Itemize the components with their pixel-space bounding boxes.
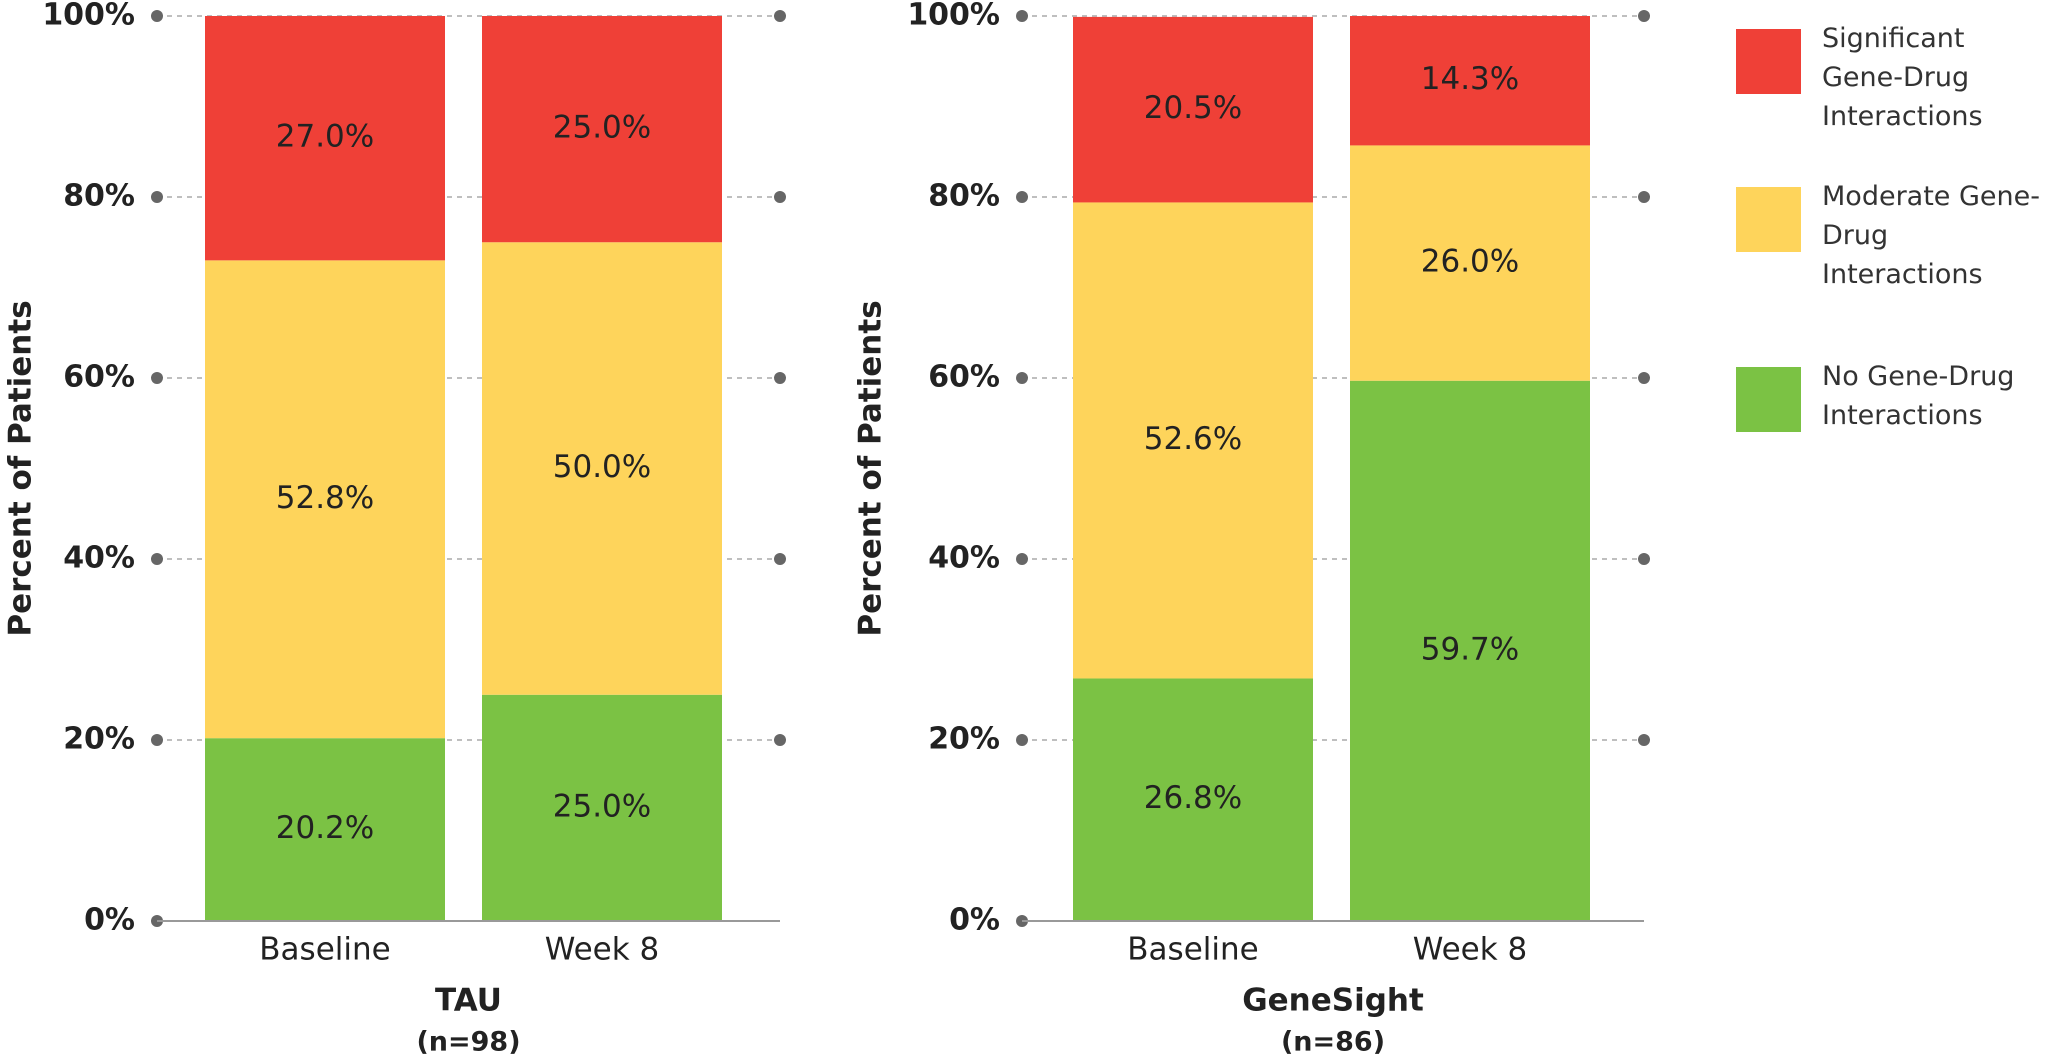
legend-swatch xyxy=(1736,367,1801,432)
tick-dot xyxy=(151,10,163,22)
bar-segment xyxy=(482,694,722,921)
legend-label: Significant Gene-Drug Interactions xyxy=(1822,23,1983,132)
data-label: 52.6% xyxy=(1144,421,1242,457)
data-label: 26.0% xyxy=(1421,244,1519,280)
legend-swatch xyxy=(1736,29,1801,94)
data-label: 20.2% xyxy=(276,810,374,846)
bar-segment xyxy=(1073,678,1313,921)
tick-dot xyxy=(1016,553,1028,565)
bar-segment xyxy=(1350,145,1590,381)
tick-dot xyxy=(1016,372,1028,384)
x-tick-label: Baseline xyxy=(259,932,390,968)
bar-segment xyxy=(205,16,445,261)
y-axis-label: Percent of Patients xyxy=(853,300,889,636)
data-label: 52.8% xyxy=(276,480,374,516)
data-label: 26.8% xyxy=(1144,780,1242,816)
y-tick-label: 80% xyxy=(63,179,135,214)
tick-dot xyxy=(1638,191,1650,203)
y-tick-label: 80% xyxy=(928,179,1000,214)
bar-segment xyxy=(1073,16,1313,203)
data-label: 59.7% xyxy=(1421,631,1519,667)
y-tick-label: 100% xyxy=(907,0,1000,33)
x-tick-label: Baseline xyxy=(1127,932,1258,968)
legend-label: No Gene-Drug Interactions xyxy=(1822,361,2015,431)
bar-segment xyxy=(482,16,722,243)
data-label: 27.0% xyxy=(276,119,374,155)
y-tick-label: 40% xyxy=(63,541,135,576)
tick-dot xyxy=(774,372,786,384)
data-label: 20.5% xyxy=(1144,90,1242,126)
chart-title: GeneSight xyxy=(1242,983,1424,1019)
y-tick-label: 20% xyxy=(928,722,1000,757)
tick-dot xyxy=(1638,10,1650,22)
data-label: 25.0% xyxy=(553,788,651,824)
y-tick-label: 40% xyxy=(928,541,1000,576)
tick-dot xyxy=(1016,10,1028,22)
data-label: 50.0% xyxy=(553,449,651,485)
tick-dot xyxy=(151,553,163,565)
y-tick-label: 20% xyxy=(63,722,135,757)
bar-segment xyxy=(205,738,445,921)
chart-subtitle: (n=98) xyxy=(416,1027,520,1057)
legend-label: Moderate Gene-Drug Interactions xyxy=(1822,181,2040,290)
y-axis-label: Percent of Patients xyxy=(3,300,39,636)
tick-dot xyxy=(774,734,786,746)
chart-title: TAU xyxy=(435,983,502,1019)
x-tick-label: Week 8 xyxy=(545,932,660,968)
data-label: 25.0% xyxy=(553,110,651,146)
y-tick-label: 0% xyxy=(84,903,135,938)
tick-dot xyxy=(774,10,786,22)
y-tick-label: 60% xyxy=(928,360,1000,395)
tick-dot xyxy=(774,553,786,565)
tick-dot xyxy=(151,191,163,203)
bar-segment xyxy=(1350,16,1590,146)
bar-segment xyxy=(1073,202,1313,679)
legend-swatch xyxy=(1736,187,1801,252)
tick-dot xyxy=(1638,553,1650,565)
tick-dot xyxy=(1638,734,1650,746)
tick-dot xyxy=(774,191,786,203)
chart-subtitle: (n=86) xyxy=(1281,1027,1385,1057)
bar-segment xyxy=(482,242,722,695)
data-label: 14.3% xyxy=(1421,61,1519,97)
tick-dot xyxy=(1016,191,1028,203)
tick-dot xyxy=(151,734,163,746)
y-tick-label: 0% xyxy=(949,903,1000,938)
tick-dot xyxy=(1016,734,1028,746)
y-tick-label: 60% xyxy=(63,360,135,395)
tick-dot xyxy=(151,372,163,384)
x-tick-label: Week 8 xyxy=(1413,932,1528,968)
bar-segment xyxy=(205,260,445,739)
y-tick-label: 100% xyxy=(42,0,135,33)
bar-segment xyxy=(1350,380,1590,922)
tick-dot xyxy=(1638,372,1650,384)
